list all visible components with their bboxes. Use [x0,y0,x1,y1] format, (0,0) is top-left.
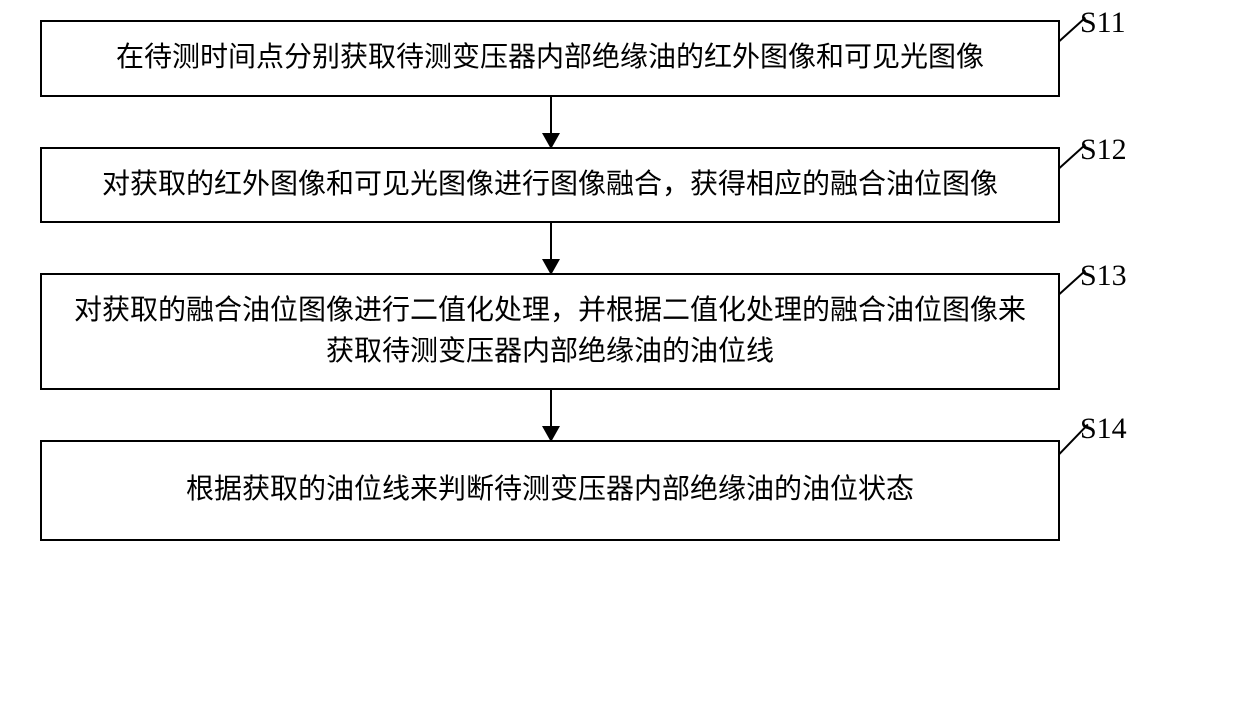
step-label-s13: S13 [1080,259,1127,293]
flowchart-container: 在待测时间点分别获取待测变压器内部绝缘油的红外图像和可见光图像 S11 对获取的… [40,20,1200,541]
step-text: 根据获取的油位线来判断待测变压器内部绝缘油的油位状态 [186,474,914,505]
step-box-s11: 在待测时间点分别获取待测变压器内部绝缘油的红外图像和可见光图像 [40,20,1060,97]
arrow-s13-s14 [550,390,552,440]
step-label-s14: S14 [1080,412,1127,446]
step-container-s14: 根据获取的油位线来判断待测变压器内部绝缘油的油位状态 S14 [40,440,1200,541]
step-container-s12: 对获取的红外图像和可见光图像进行图像融合，获得相应的融合油位图像 S12 [40,147,1200,224]
step-text: 对获取的融合油位图像进行二值化处理，并根据二值化处理的融合油位图像来获取待测变压… [74,295,1026,367]
step-text: 在待测时间点分别获取待测变压器内部绝缘油的红外图像和可见光图像 [116,42,984,73]
step-box-s13: 对获取的融合油位图像进行二值化处理，并根据二值化处理的融合油位图像来获取待测变压… [40,273,1060,390]
step-label-s11: S11 [1080,6,1126,40]
arrow-s11-s12 [550,97,552,147]
step-text: 对获取的红外图像和可见光图像进行图像融合，获得相应的融合油位图像 [102,169,998,200]
step-box-s12: 对获取的红外图像和可见光图像进行图像融合，获得相应的融合油位图像 [40,147,1060,224]
step-container-s13: 对获取的融合油位图像进行二值化处理，并根据二值化处理的融合油位图像来获取待测变压… [40,273,1200,390]
step-container-s11: 在待测时间点分别获取待测变压器内部绝缘油的红外图像和可见光图像 S11 [40,20,1200,97]
arrow-s12-s13 [550,223,552,273]
step-label-s12: S12 [1080,133,1127,167]
step-box-s14: 根据获取的油位线来判断待测变压器内部绝缘油的油位状态 [40,440,1060,541]
